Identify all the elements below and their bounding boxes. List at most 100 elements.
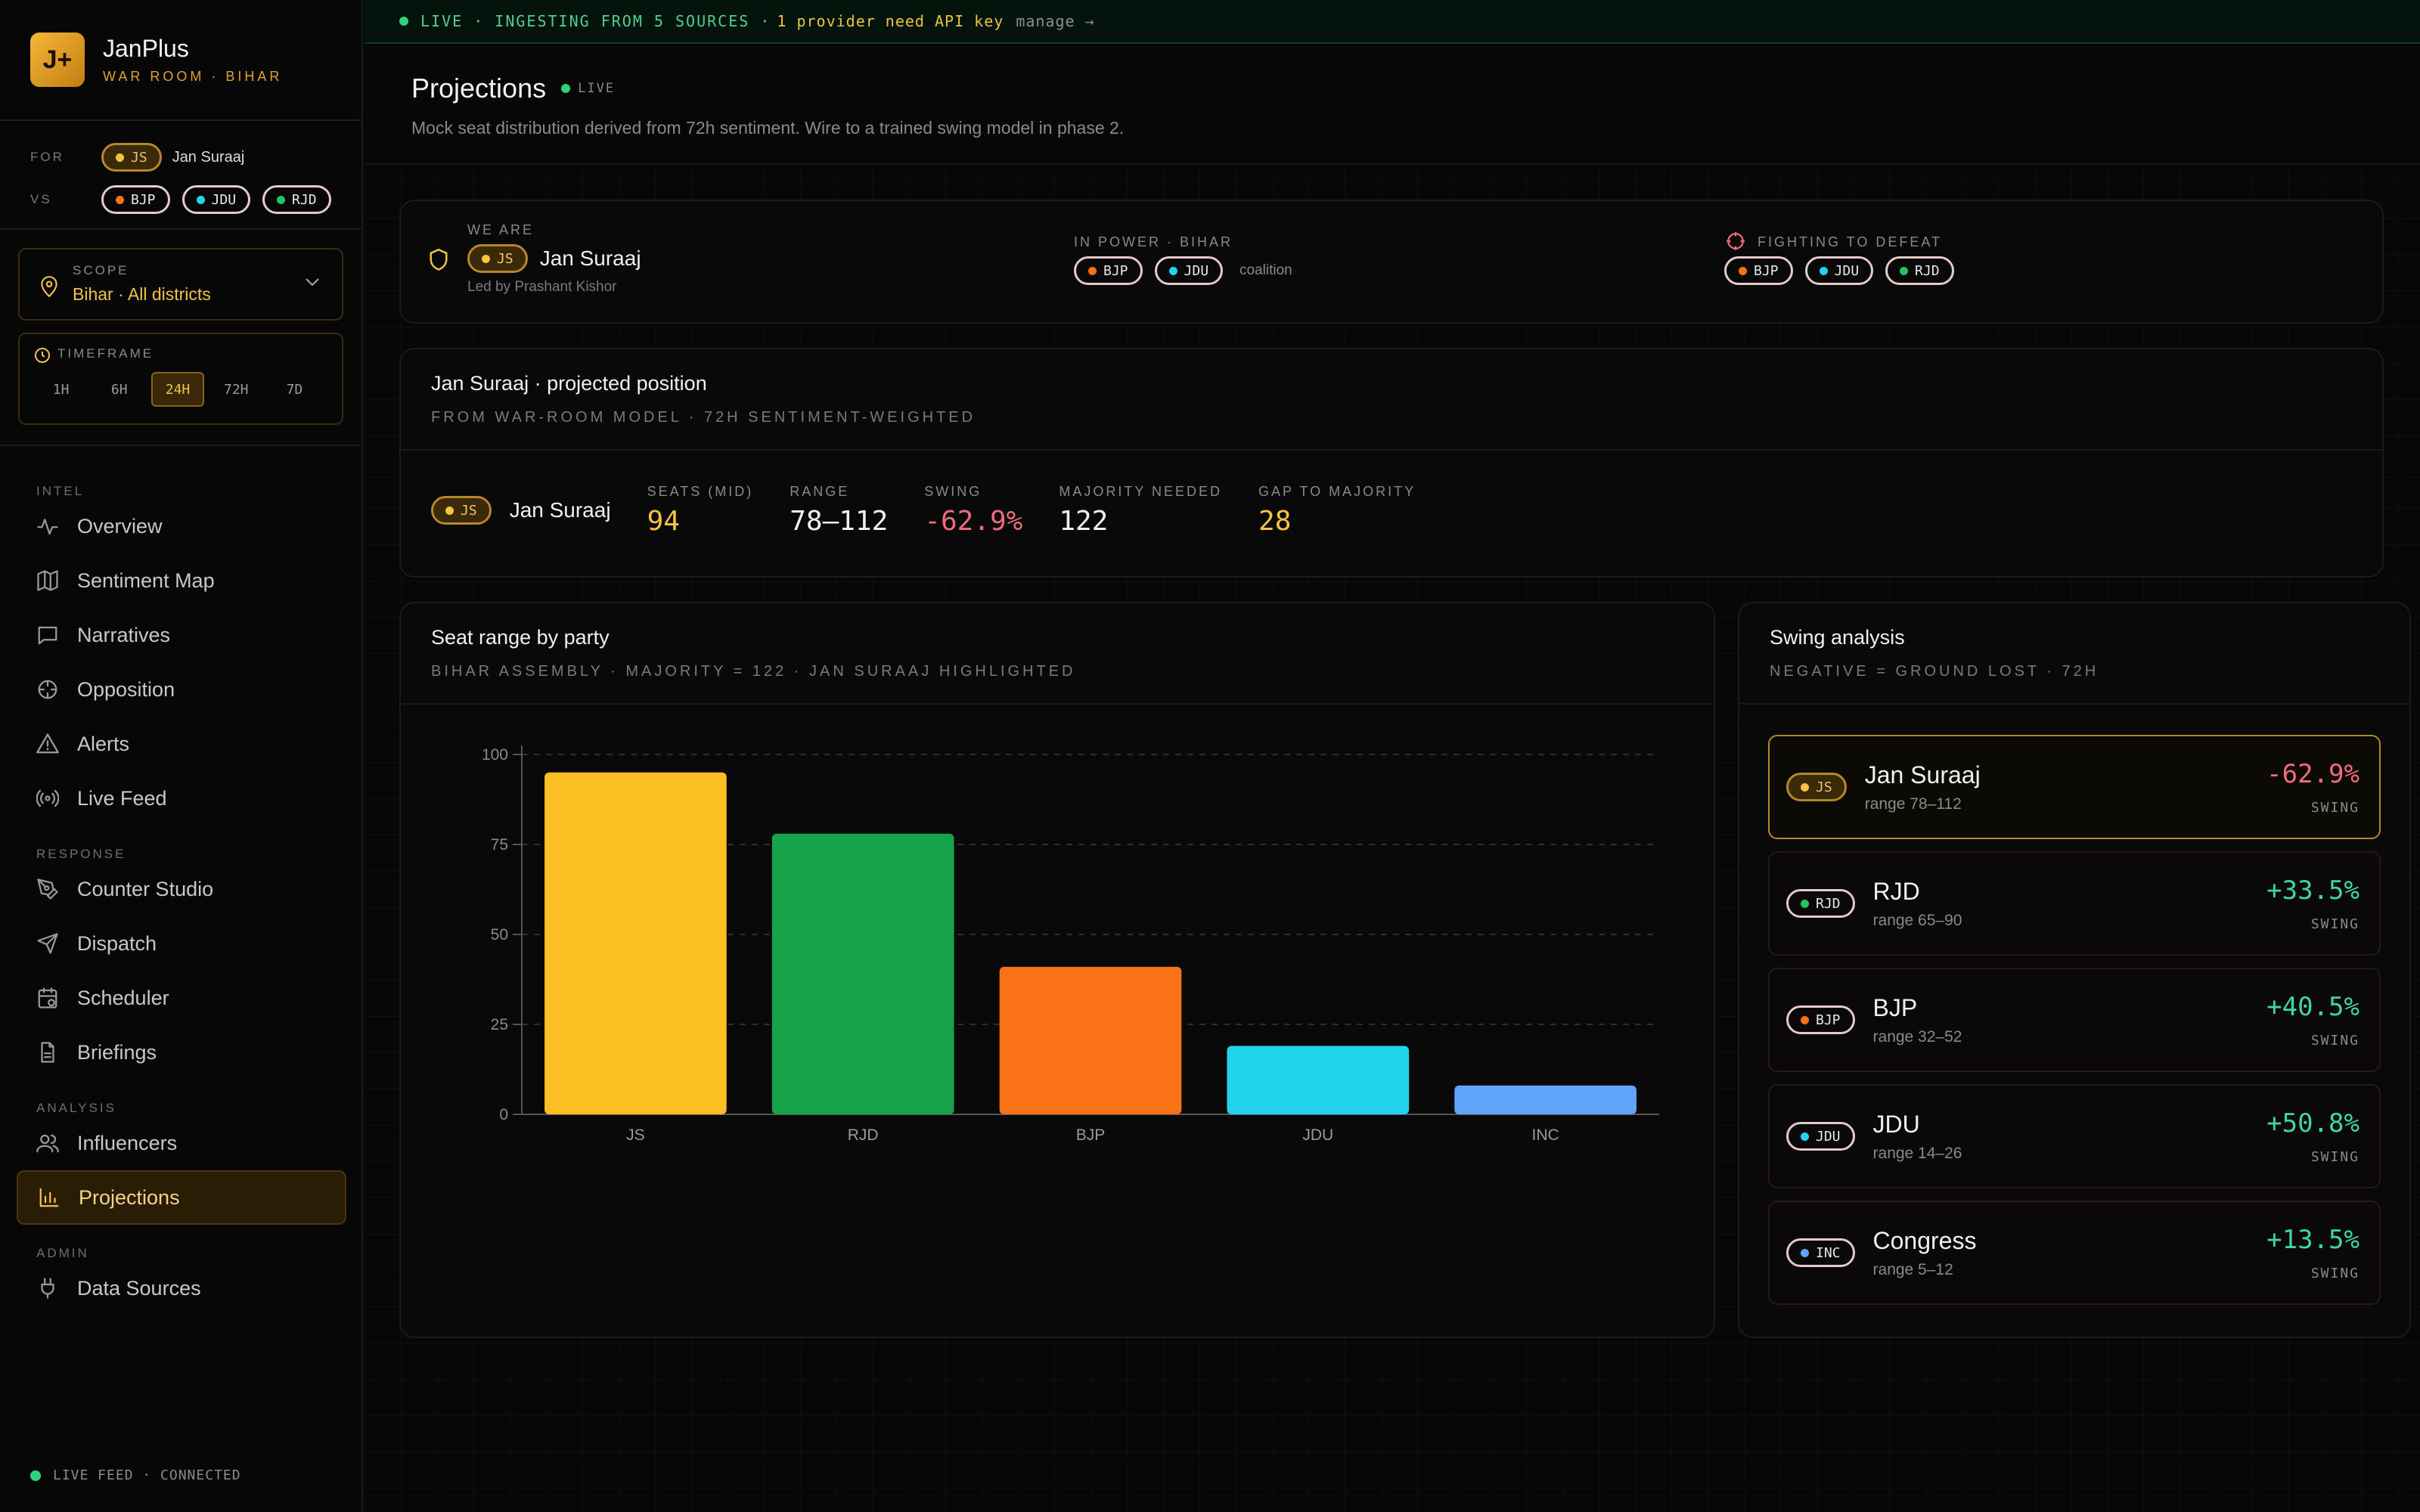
plug-icon — [41, 1278, 54, 1299]
timeframe-option-7d[interactable]: 7D — [286, 381, 303, 398]
vs-party-pill-bjp[interactable]: BJP — [101, 185, 170, 214]
nav-item-label: Briefings — [77, 1040, 157, 1064]
status-dot — [30, 1470, 41, 1481]
swing-label: SWING — [2310, 1033, 2360, 1049]
swing-party-pill[interactable]: INC — [1786, 1238, 1855, 1267]
metric-label: SEATS (MID) — [647, 484, 754, 499]
projection-metrics: JS Jan Suraaj SEATS (MID) 94 RANGE 78–112 SW… — [431, 484, 1416, 537]
alert-triangle-icon — [36, 733, 59, 754]
swing-range: range 78–112 — [1864, 795, 1962, 813]
we-are-label: WE ARE — [467, 222, 535, 237]
nav-item-briefings[interactable]: Briefings — [17, 1025, 346, 1080]
vs-label: VS — [30, 192, 52, 206]
nav-item-label: Counter Studio — [77, 877, 214, 900]
in-power-pill-bjp[interactable]: BJP — [1074, 256, 1143, 285]
nav-item-label: Dispatch — [77, 931, 157, 955]
swing-row-rjd[interactable]: RJD RJD range 65–90 +33.5% SWING — [1768, 851, 2381, 956]
brand: J+ JanPlus WAR ROOM · BIHAR — [0, 0, 361, 121]
timeframe-option-72h[interactable]: 72H — [224, 381, 249, 398]
swing-card: Swing analysis NEGATIVE = GROUND LOST · … — [1738, 602, 2411, 1338]
metric-range: RANGE 78–112 — [790, 484, 888, 537]
swing-party-name: Jan Suraaj — [1864, 761, 1981, 789]
x-tick-label: JS — [626, 1126, 645, 1144]
y-tick-label: 50 — [491, 926, 508, 943]
swing-party-pill[interactable]: JDU — [1786, 1122, 1855, 1151]
defeat-pill-jdu[interactable]: JDU — [1804, 256, 1874, 285]
swing-party-name: Congress — [1872, 1226, 1977, 1254]
nav-item-label: Sentiment Map — [77, 569, 215, 592]
y-tick-label: 0 — [499, 1106, 508, 1123]
nav-section-response: RESPONSE — [36, 847, 126, 861]
we-are-pill[interactable]: JS — [467, 244, 528, 273]
swing-row-jdu[interactable]: JDU JDU range 14–26 +50.8% SWING — [1768, 1084, 2381, 1188]
swing-row-inc[interactable]: INC Congress range 5–12 +13.5% SWING — [1768, 1201, 2381, 1305]
metric-swing: SWING -62.9% — [924, 484, 1022, 537]
swing-value: +13.5% — [2266, 1225, 2360, 1255]
manage-link[interactable]: manage → — [1016, 12, 1095, 30]
nav-item-projections[interactable]: Projections — [17, 1170, 346, 1225]
nav-section-admin: ADMIN — [36, 1246, 89, 1260]
scope-selector[interactable]: SCOPE Bihar · All districts — [18, 248, 343, 321]
defeat-pill-rjd[interactable]: RJD — [1885, 256, 1954, 285]
file-text-icon — [41, 1042, 54, 1063]
metric-seats-mid: SEATS (MID) 94 — [647, 484, 754, 537]
nav-item-overview[interactable]: Overview — [17, 499, 346, 553]
nav-item-alerts[interactable]: Alerts — [17, 717, 346, 771]
projection-party-pill[interactable]: JS — [431, 496, 492, 525]
for-party-pill[interactable]: JS — [101, 143, 162, 172]
timeframe-option-1h[interactable]: 1H — [52, 381, 70, 398]
vs-party-pill-rjd[interactable]: RJD — [262, 185, 331, 214]
brand-subtitle: WAR ROOM · BIHAR — [103, 69, 283, 84]
nav-item-narratives[interactable]: Narratives — [17, 608, 346, 662]
swing-party-pill[interactable]: RJD — [1786, 889, 1855, 918]
send-icon — [37, 933, 58, 954]
sidebar: J+ JanPlus WAR ROOM · BIHAR FOR JS Jan S… — [0, 0, 363, 1512]
nav-item-counter-studio[interactable]: Counter Studio — [17, 862, 346, 916]
nav-item-data-sources[interactable]: Data Sources — [17, 1261, 346, 1315]
x-tick-label: RJD — [848, 1126, 879, 1144]
swing-value: +33.5% — [2266, 875, 2360, 906]
metric-value: 78–112 — [790, 506, 889, 537]
nav-item-sentiment-map[interactable]: Sentiment Map — [17, 553, 346, 608]
swing-party-pill[interactable]: BJP — [1786, 1005, 1855, 1034]
metric-label: SWING — [924, 484, 982, 499]
scope-label: SCOPE — [73, 263, 129, 277]
nav-section-intel: INTEL — [36, 484, 85, 498]
metric-majority-needed: MAJORITY NEEDED 122 — [1059, 484, 1222, 537]
nav-item-label: Narratives — [77, 623, 171, 646]
y-tick-label: 25 — [491, 1016, 508, 1033]
live-feed-status: LIVE FEED · CONNECTED — [30, 1467, 241, 1483]
metric-value: 122 — [1059, 506, 1109, 537]
nav-item-label: Scheduler — [77, 986, 169, 1009]
in-power-block: IN POWER · BIHAR BJP JDU coalition — [1074, 234, 1292, 285]
clock-icon — [35, 348, 50, 363]
defeat-pill-bjp[interactable]: BJP — [1724, 256, 1793, 285]
timeframe-option-24h[interactable]: 24H — [151, 372, 204, 407]
for-vs-panel: FOR JS Jan Suraaj VS BJP JDU RJD — [0, 121, 361, 230]
nav-item-opposition[interactable]: Opposition — [17, 662, 346, 717]
vs-party-pill-jdu[interactable]: JDU — [182, 185, 251, 214]
nav-item-scheduler[interactable]: Scheduler — [17, 971, 346, 1025]
nav-item-influencers[interactable]: Influencers — [17, 1116, 346, 1170]
timeframe-selector: TIMEFRAME 1H 6H 24H 72H 7D — [18, 333, 343, 425]
x-tick-label: INC — [1532, 1126, 1559, 1144]
nav-item-dispatch[interactable]: Dispatch — [17, 916, 346, 971]
nav-item-live-feed[interactable]: Live Feed — [17, 771, 346, 826]
brand-logo[interactable]: J+ — [30, 33, 85, 87]
swing-row-bjp[interactable]: BJP BJP range 32–52 +40.5% SWING — [1768, 968, 2381, 1072]
swing-label: SWING — [2310, 1266, 2360, 1281]
page-title: Projections — [411, 73, 547, 104]
swing-row-js[interactable]: JS Jan Suraaj range 78–112 -62.9% SWING — [1768, 735, 2381, 839]
timeframe-option-6h[interactable]: 6H — [110, 381, 128, 398]
live-badge: LIVE — [578, 81, 616, 96]
in-power-pill-jdu[interactable]: JDU — [1154, 256, 1224, 285]
fighting-label: FIGHTING TO DEFEAT — [1758, 234, 1943, 249]
nav-section-analysis: ANALYSIS — [36, 1101, 116, 1115]
main-content: LIVE · INGESTING FROM 5 SOURCES · 1 prov… — [365, 0, 2420, 1512]
page-header: Projections LIVE Mock seat distribution … — [365, 44, 2420, 165]
crosshair-icon — [38, 680, 57, 699]
y-tick-label: 75 — [491, 836, 508, 854]
swing-party-pill[interactable]: JS — [1786, 773, 1847, 801]
seat-chart-card: Seat range by party BIHAR ASSEMBLY · MAJ… — [399, 602, 1715, 1338]
